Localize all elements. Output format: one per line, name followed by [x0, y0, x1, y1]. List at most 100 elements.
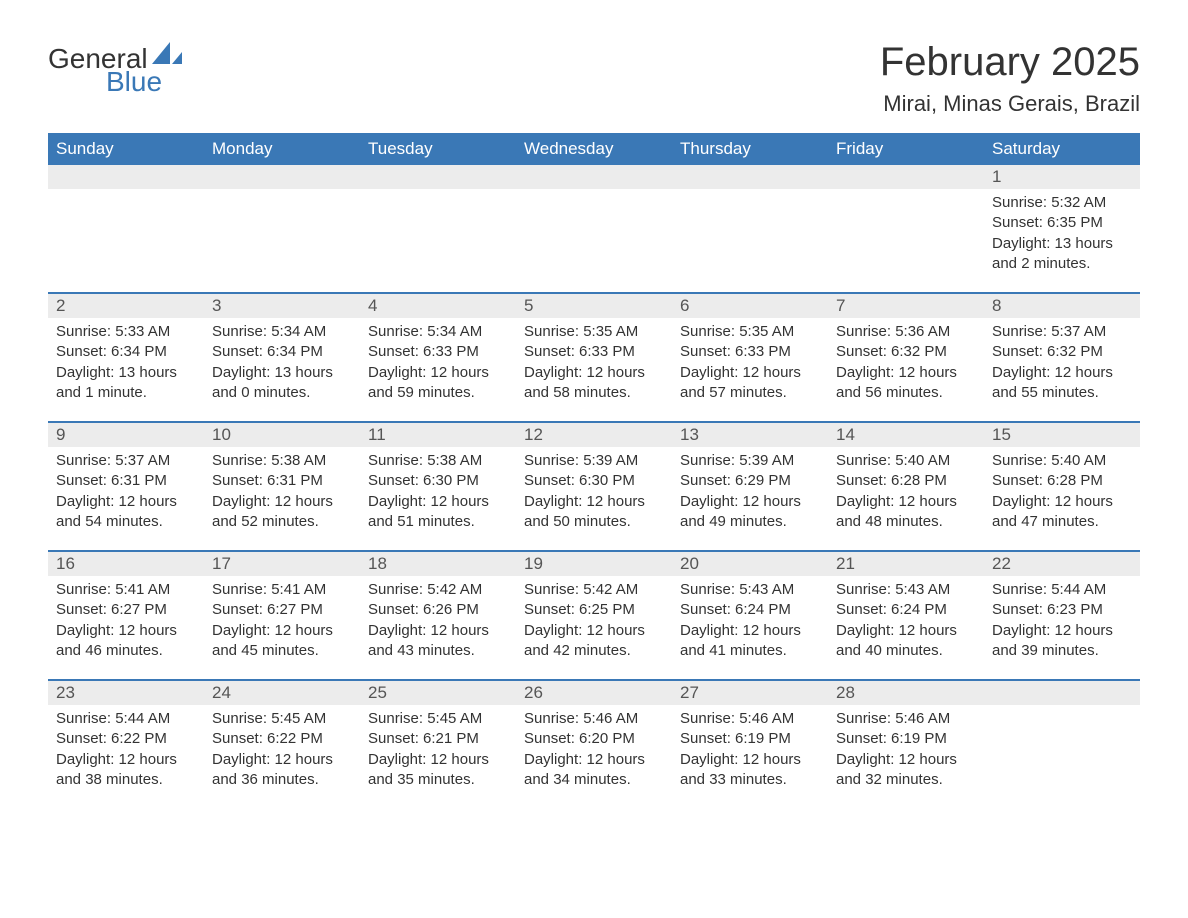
sunrise-line: Sunrise: 5:40 AM — [992, 451, 1132, 471]
day-number — [360, 165, 516, 189]
day-number: 9 — [48, 423, 204, 447]
day-body: Sunrise: 5:46 AMSunset: 6:20 PMDaylight:… — [516, 705, 672, 798]
sunrise-line: Sunrise: 5:33 AM — [56, 322, 196, 342]
day-cell: 24Sunrise: 5:45 AMSunset: 6:22 PMDayligh… — [204, 681, 360, 809]
day-number: 12 — [516, 423, 672, 447]
day-number: 5 — [516, 294, 672, 318]
day-number: 21 — [828, 552, 984, 576]
day-cell: 6Sunrise: 5:35 AMSunset: 6:33 PMDaylight… — [672, 294, 828, 422]
day-number: 23 — [48, 681, 204, 705]
daylight-line: Daylight: 12 hours and 52 minutes. — [212, 492, 352, 533]
sunset-line: Sunset: 6:19 PM — [836, 729, 976, 749]
sunset-line: Sunset: 6:28 PM — [992, 471, 1132, 491]
location-subtitle: Mirai, Minas Gerais, Brazil — [880, 91, 1140, 117]
day-body — [48, 189, 204, 269]
day-cell: 16Sunrise: 5:41 AMSunset: 6:27 PMDayligh… — [48, 552, 204, 680]
day-body: Sunrise: 5:44 AMSunset: 6:23 PMDaylight:… — [984, 576, 1140, 669]
day-number: 26 — [516, 681, 672, 705]
day-body: Sunrise: 5:46 AMSunset: 6:19 PMDaylight:… — [828, 705, 984, 798]
day-body: Sunrise: 5:42 AMSunset: 6:26 PMDaylight:… — [360, 576, 516, 669]
daylight-line: Daylight: 12 hours and 38 minutes. — [56, 750, 196, 791]
day-body — [828, 189, 984, 269]
sunrise-line: Sunrise: 5:42 AM — [524, 580, 664, 600]
day-number: 20 — [672, 552, 828, 576]
daylight-line: Daylight: 12 hours and 55 minutes. — [992, 363, 1132, 404]
day-body: Sunrise: 5:38 AMSunset: 6:30 PMDaylight:… — [360, 447, 516, 540]
daylight-line: Daylight: 12 hours and 34 minutes. — [524, 750, 664, 791]
sunset-line: Sunset: 6:32 PM — [992, 342, 1132, 362]
sunrise-line: Sunrise: 5:37 AM — [56, 451, 196, 471]
week-row: 16Sunrise: 5:41 AMSunset: 6:27 PMDayligh… — [48, 552, 1140, 680]
day-number — [672, 165, 828, 189]
day-number: 8 — [984, 294, 1140, 318]
daylight-line: Daylight: 12 hours and 35 minutes. — [368, 750, 508, 791]
sunset-line: Sunset: 6:26 PM — [368, 600, 508, 620]
daylight-line: Daylight: 12 hours and 32 minutes. — [836, 750, 976, 791]
day-body: Sunrise: 5:34 AMSunset: 6:33 PMDaylight:… — [360, 318, 516, 411]
sunrise-line: Sunrise: 5:39 AM — [680, 451, 820, 471]
daylight-line: Daylight: 12 hours and 43 minutes. — [368, 621, 508, 662]
daylight-line: Daylight: 12 hours and 54 minutes. — [56, 492, 196, 533]
day-number: 27 — [672, 681, 828, 705]
day-number: 4 — [360, 294, 516, 318]
day-body — [516, 189, 672, 269]
sunrise-line: Sunrise: 5:38 AM — [212, 451, 352, 471]
day-body: Sunrise: 5:45 AMSunset: 6:21 PMDaylight:… — [360, 705, 516, 798]
sunrise-line: Sunrise: 5:35 AM — [524, 322, 664, 342]
sail-icon — [152, 40, 182, 69]
daylight-line: Daylight: 12 hours and 56 minutes. — [836, 363, 976, 404]
day-number: 24 — [204, 681, 360, 705]
day-cell: 13Sunrise: 5:39 AMSunset: 6:29 PMDayligh… — [672, 423, 828, 551]
sunset-line: Sunset: 6:28 PM — [836, 471, 976, 491]
sunset-line: Sunset: 6:30 PM — [524, 471, 664, 491]
day-header: Saturday — [984, 133, 1140, 165]
sunset-line: Sunset: 6:24 PM — [680, 600, 820, 620]
empty-cell — [516, 165, 672, 293]
day-body: Sunrise: 5:40 AMSunset: 6:28 PMDaylight:… — [984, 447, 1140, 540]
day-body: Sunrise: 5:43 AMSunset: 6:24 PMDaylight:… — [828, 576, 984, 669]
daylight-line: Daylight: 12 hours and 33 minutes. — [680, 750, 820, 791]
calendar-table: SundayMondayTuesdayWednesdayThursdayFrid… — [48, 133, 1140, 809]
day-body: Sunrise: 5:43 AMSunset: 6:24 PMDaylight:… — [672, 576, 828, 669]
day-cell: 17Sunrise: 5:41 AMSunset: 6:27 PMDayligh… — [204, 552, 360, 680]
day-body — [204, 189, 360, 269]
day-number: 28 — [828, 681, 984, 705]
empty-cell — [48, 165, 204, 293]
day-body: Sunrise: 5:44 AMSunset: 6:22 PMDaylight:… — [48, 705, 204, 798]
empty-cell — [204, 165, 360, 293]
day-number: 3 — [204, 294, 360, 318]
sunrise-line: Sunrise: 5:44 AM — [992, 580, 1132, 600]
sunrise-line: Sunrise: 5:45 AM — [212, 709, 352, 729]
day-body: Sunrise: 5:36 AMSunset: 6:32 PMDaylight:… — [828, 318, 984, 411]
sunrise-line: Sunrise: 5:46 AM — [836, 709, 976, 729]
day-number: 15 — [984, 423, 1140, 447]
sunrise-line: Sunrise: 5:41 AM — [212, 580, 352, 600]
day-header: Sunday — [48, 133, 204, 165]
day-cell: 12Sunrise: 5:39 AMSunset: 6:30 PMDayligh… — [516, 423, 672, 551]
sunrise-line: Sunrise: 5:46 AM — [524, 709, 664, 729]
daylight-line: Daylight: 13 hours and 0 minutes. — [212, 363, 352, 404]
week-row: 2Sunrise: 5:33 AMSunset: 6:34 PMDaylight… — [48, 294, 1140, 422]
day-body: Sunrise: 5:39 AMSunset: 6:30 PMDaylight:… — [516, 447, 672, 540]
empty-cell — [672, 165, 828, 293]
day-cell: 28Sunrise: 5:46 AMSunset: 6:19 PMDayligh… — [828, 681, 984, 809]
day-body: Sunrise: 5:37 AMSunset: 6:31 PMDaylight:… — [48, 447, 204, 540]
sunset-line: Sunset: 6:32 PM — [836, 342, 976, 362]
day-number — [204, 165, 360, 189]
sunrise-line: Sunrise: 5:43 AM — [680, 580, 820, 600]
sunset-line: Sunset: 6:21 PM — [368, 729, 508, 749]
sunset-line: Sunset: 6:30 PM — [368, 471, 508, 491]
sunrise-line: Sunrise: 5:43 AM — [836, 580, 976, 600]
day-cell: 10Sunrise: 5:38 AMSunset: 6:31 PMDayligh… — [204, 423, 360, 551]
day-number: 25 — [360, 681, 516, 705]
sunset-line: Sunset: 6:34 PM — [212, 342, 352, 362]
sunset-line: Sunset: 6:25 PM — [524, 600, 664, 620]
sunrise-line: Sunrise: 5:32 AM — [992, 193, 1132, 213]
day-body: Sunrise: 5:40 AMSunset: 6:28 PMDaylight:… — [828, 447, 984, 540]
day-body: Sunrise: 5:38 AMSunset: 6:31 PMDaylight:… — [204, 447, 360, 540]
sunrise-line: Sunrise: 5:46 AM — [680, 709, 820, 729]
day-body: Sunrise: 5:46 AMSunset: 6:19 PMDaylight:… — [672, 705, 828, 798]
sunrise-line: Sunrise: 5:44 AM — [56, 709, 196, 729]
day-number: 14 — [828, 423, 984, 447]
sunset-line: Sunset: 6:27 PM — [56, 600, 196, 620]
